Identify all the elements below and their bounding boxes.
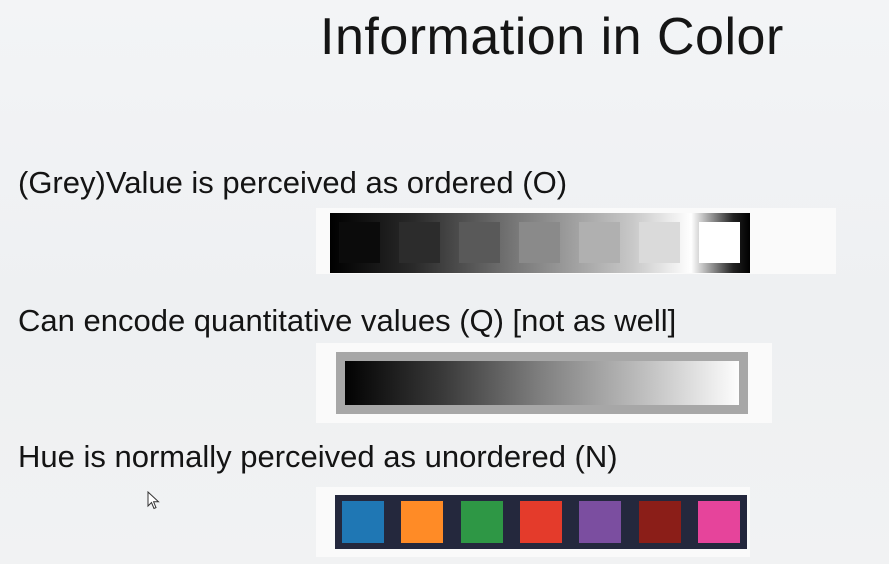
value-ordered-text: (Grey)Value is perceived as ordered (O): [18, 165, 568, 200]
hue-swatch-red: [520, 501, 562, 543]
grey-swatch-3: [459, 222, 500, 263]
mouse-pointer-icon: [147, 491, 160, 510]
hue-swatch-orange: [401, 501, 443, 543]
quantitative-text: Can encode quantitative values (Q) [not …: [18, 303, 677, 338]
hue-swatch-blue: [342, 501, 384, 543]
hue-swatch-purple: [579, 501, 621, 543]
hue-swatch-green: [461, 501, 503, 543]
grey-swatch-5: [579, 222, 620, 263]
grey-swatch-7: [699, 222, 740, 263]
grey-swatch-1: [339, 222, 380, 263]
hue-strip: [335, 495, 747, 549]
continuous-gradient-bar: [345, 361, 739, 405]
slide-title: Information in Color: [320, 8, 784, 66]
grey-swatch-2: [399, 222, 440, 263]
grey-value-strip: [330, 213, 750, 273]
hue-unordered-text: Hue is normally perceived as unordered (…: [18, 439, 618, 474]
continuous-gradient-frame: [336, 352, 748, 414]
grey-swatch-4: [519, 222, 560, 263]
hue-swatch-pink: [698, 501, 740, 543]
hue-swatch-dark-red: [639, 501, 681, 543]
grey-swatch-6: [639, 222, 680, 263]
